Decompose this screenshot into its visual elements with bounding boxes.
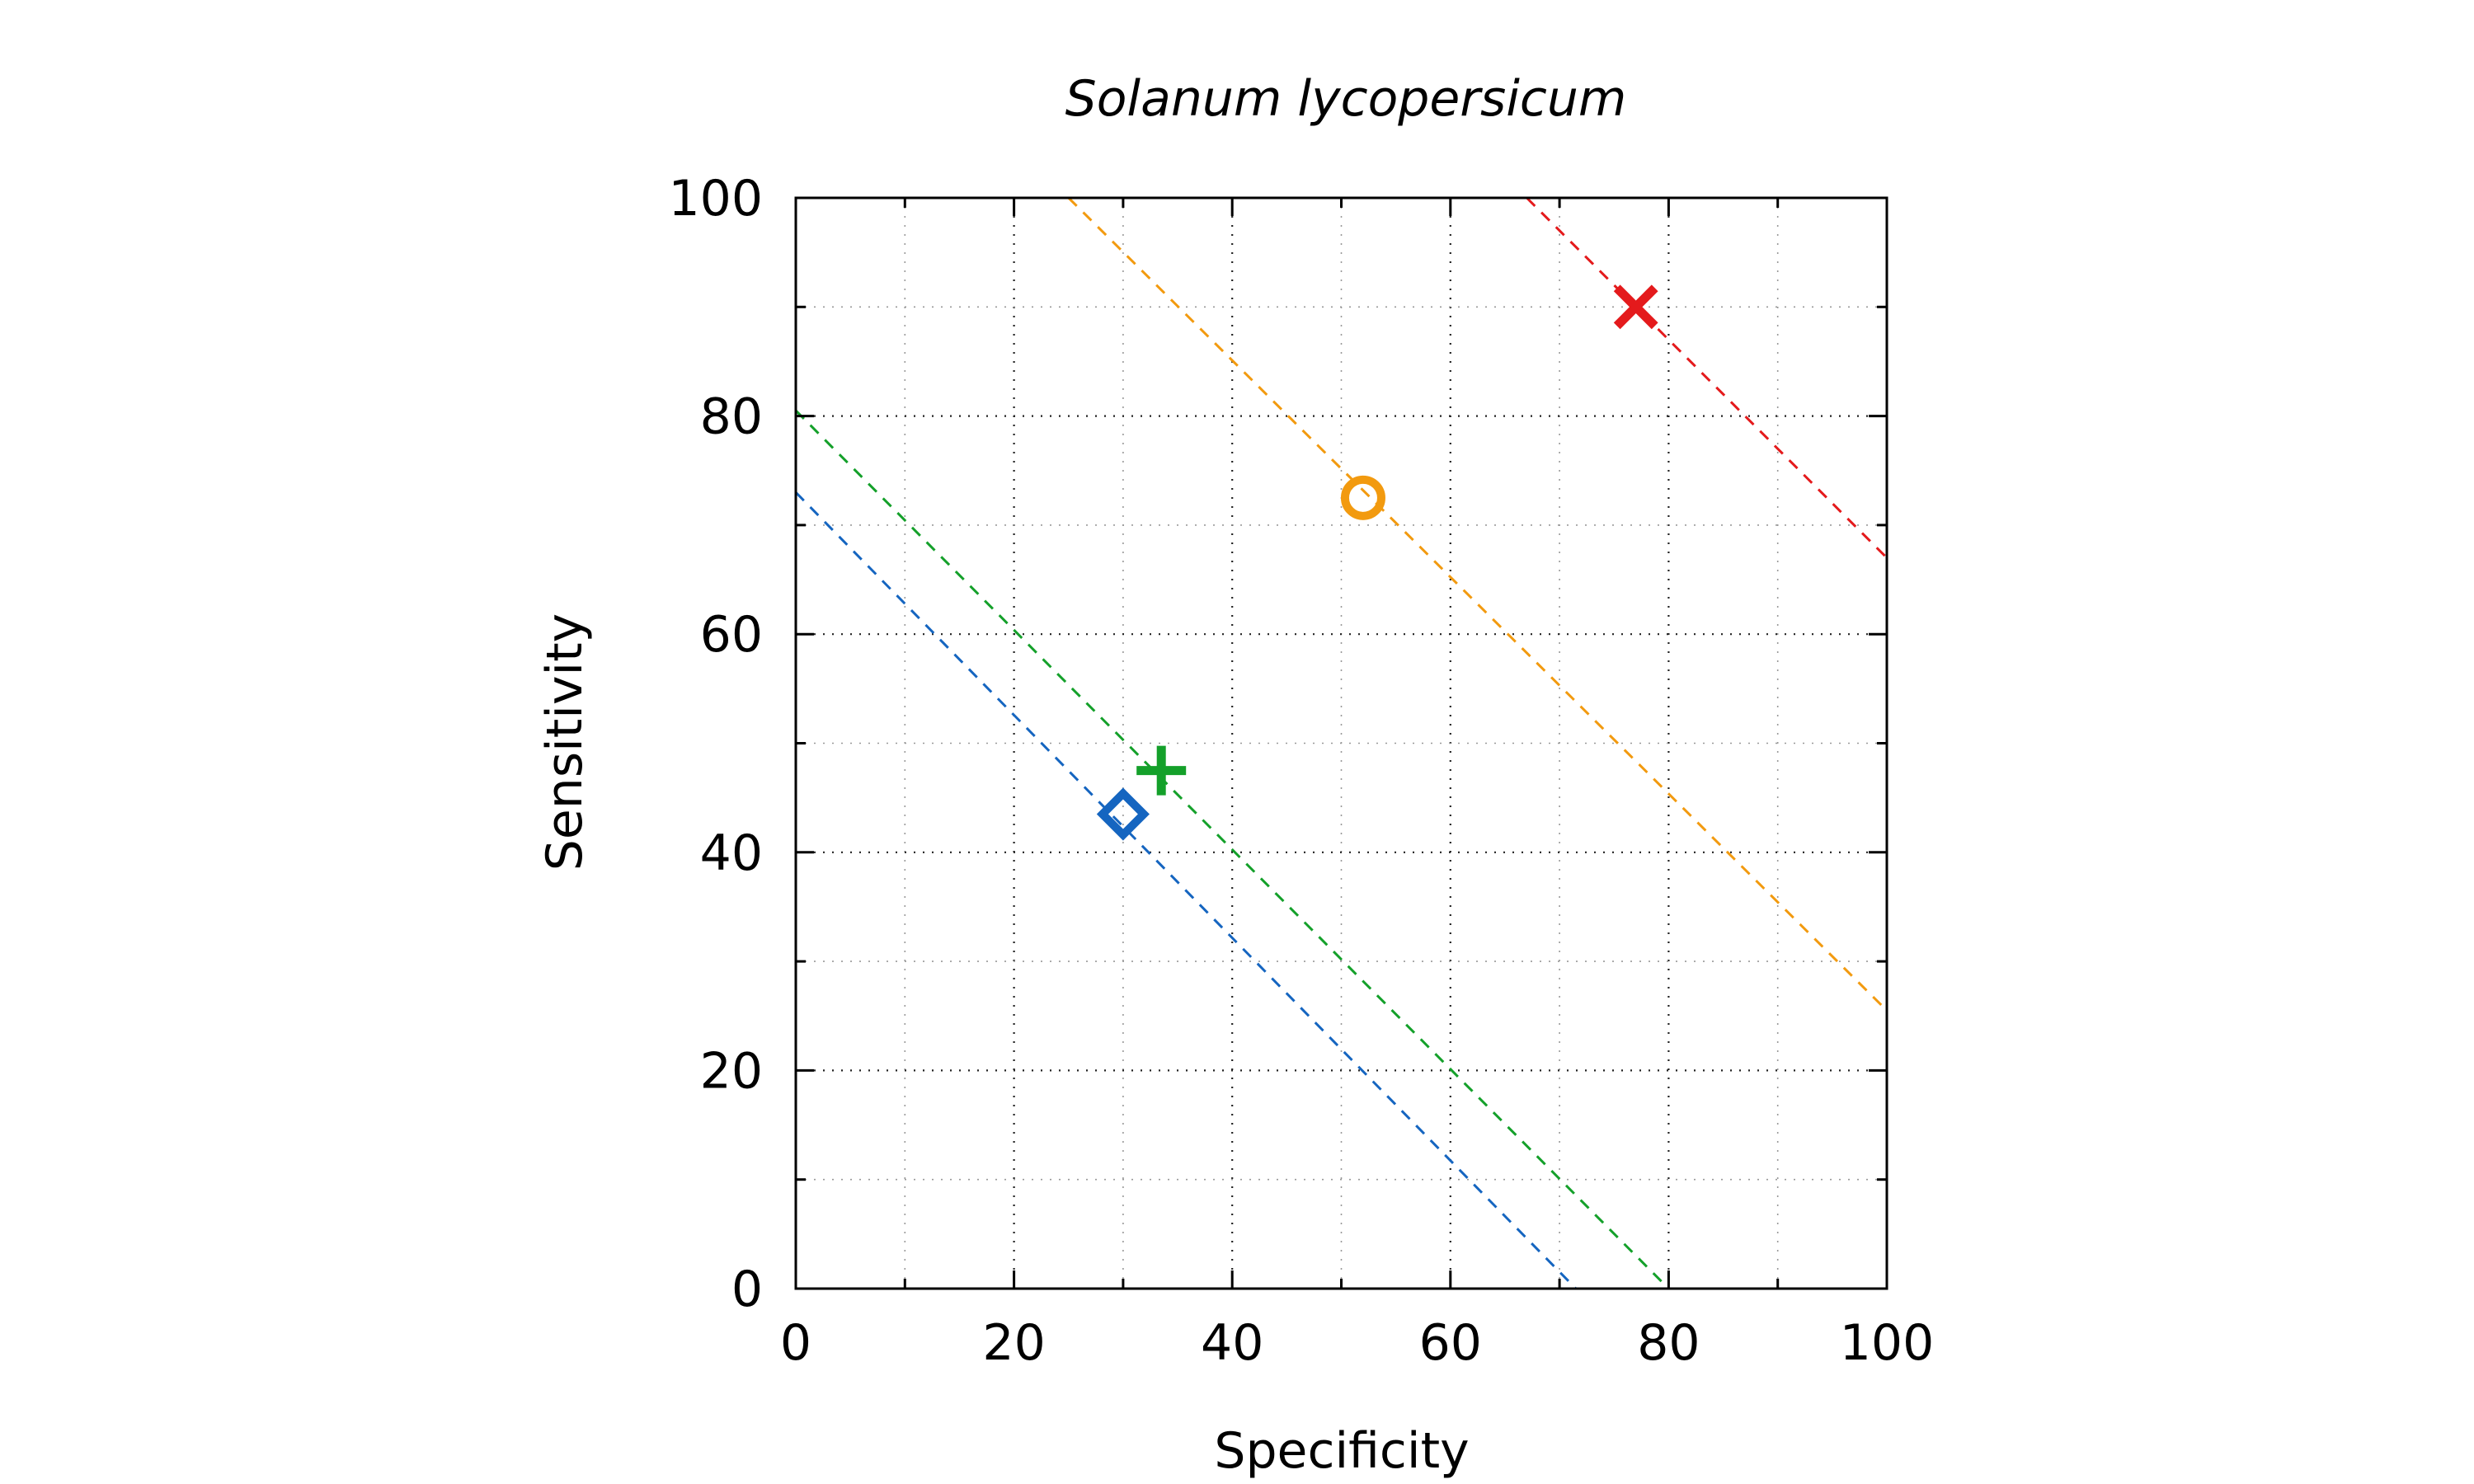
x-tick-label: 100 — [1840, 1314, 1935, 1372]
trend-line — [794, 409, 1670, 1290]
y-tick-label: 80 — [700, 388, 763, 446]
data-markers — [1096, 284, 1658, 841]
x-tick-label: 0 — [780, 1314, 811, 1372]
x-tick-label: 40 — [1201, 1314, 1263, 1372]
axis-ticks — [794, 196, 1888, 1290]
trend-line — [1067, 196, 1888, 1012]
grid-lines — [796, 198, 1887, 1289]
x-tick-label: 20 — [982, 1314, 1045, 1372]
trend-line — [1526, 196, 1888, 559]
y-tick-label: 20 — [700, 1042, 763, 1100]
x-axis-tick-labels: 0 20 40 60 80 100 — [780, 1314, 1934, 1372]
y-tick-label: 40 — [700, 824, 763, 882]
data-point-circle-marker — [1340, 475, 1385, 520]
y-tick-label: 100 — [668, 170, 763, 228]
data-point-diamond-marker — [1096, 787, 1150, 841]
y-axis-title: Sensitivity — [536, 613, 594, 871]
trend-line — [794, 491, 1578, 1290]
y-tick-label: 0 — [731, 1261, 763, 1318]
x-tick-label: 80 — [1637, 1314, 1700, 1372]
data-point-x-marker — [1613, 284, 1658, 330]
x-tick-label: 60 — [1419, 1314, 1482, 1372]
data-point-plus-marker — [1136, 745, 1187, 796]
y-tick-label: 60 — [700, 606, 763, 664]
y-axis-tick-labels: 0 20 40 60 80 100 — [668, 170, 763, 1318]
trend-lines — [794, 196, 1888, 1290]
x-stroke — [1613, 284, 1658, 330]
chart-title: Solanum lycopersicum — [1065, 70, 1627, 128]
x-axis-title: Specificity — [1214, 1422, 1469, 1480]
